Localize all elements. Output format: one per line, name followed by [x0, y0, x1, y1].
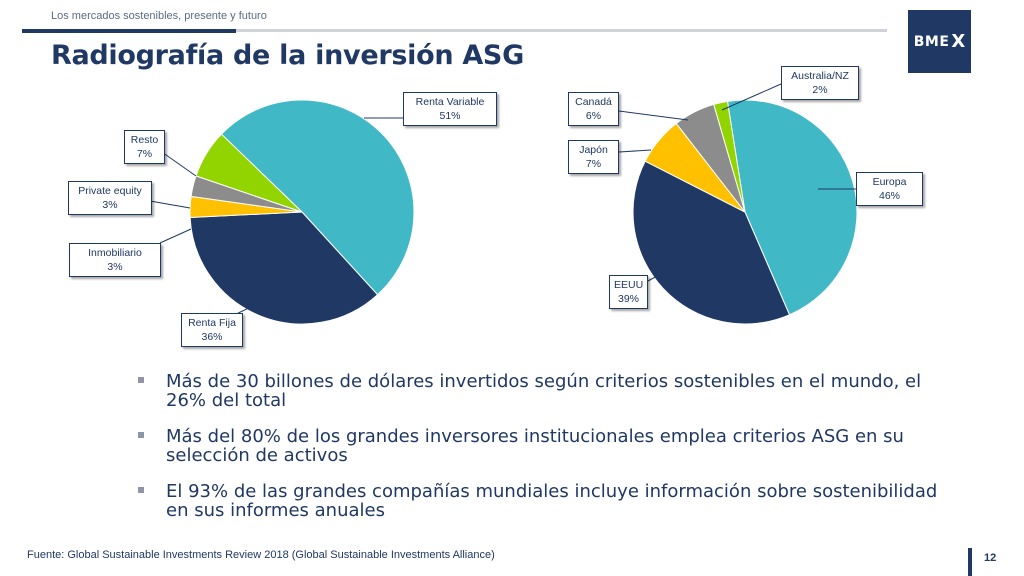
callout-value: 3% — [107, 261, 123, 273]
asset-class-slice-renta-variable — [220, 99, 415, 296]
logo-x-icon: X — [951, 31, 966, 52]
callout-value: 7% — [136, 148, 153, 160]
callout-label: Inmobiliario — [88, 247, 142, 259]
list-item: Más del 80% de los grandes inversores in… — [138, 427, 938, 465]
header-divider-accent — [22, 29, 236, 33]
callout-inmobiliario: Inmobiliario 3% — [69, 243, 161, 277]
callout-europa: Europa 46% — [856, 172, 923, 206]
callout-value: 51% — [439, 110, 461, 122]
region-slice-australia-nz — [713, 100, 746, 213]
callout-australia-nz: Australia/NZ 2% — [781, 66, 859, 100]
callout-label: Canadá — [575, 96, 612, 108]
square-bullet-icon — [138, 487, 144, 493]
leader-line-private-equity — [149, 200, 191, 209]
asset-class-slice-renta-fija — [189, 211, 379, 325]
region-slice-eeuu — [632, 160, 791, 325]
callout-label: Resto — [130, 134, 159, 146]
callout-label: Australia/NZ — [791, 70, 849, 82]
logo-text: BME — [913, 33, 950, 50]
source-footnote: Fuente: Global Sustainable Investments R… — [27, 549, 495, 561]
callout-label: Japón — [579, 144, 608, 156]
page-number: 12 — [984, 552, 997, 564]
page-title: Radiografía de la inversión ASG — [51, 40, 524, 71]
callout-leader-lines — [149, 83, 856, 320]
callout-canada: Canadá 6% — [568, 92, 619, 126]
callout-label: Renta Fija — [188, 317, 236, 329]
callout-value: 2% — [812, 84, 828, 96]
callout-renta-fija: Renta Fija 36% — [181, 313, 243, 347]
leader-line-japon — [618, 149, 652, 153]
callout-private-equity: Private equity 3% — [68, 181, 152, 215]
bullet-text: El 93% de las grandes compañías mundiale… — [166, 481, 938, 521]
callout-renta-variable: Renta Variable 51% — [403, 92, 497, 126]
square-bullet-icon — [138, 377, 144, 383]
leader-line-resto — [158, 149, 197, 177]
callout-value: 3% — [102, 199, 118, 211]
bullet-text: Más de 30 billones de dólares invertidos… — [166, 371, 922, 411]
callout-value: 39% — [617, 293, 639, 305]
callout-value: 36% — [201, 331, 223, 343]
square-bullet-icon — [138, 432, 144, 438]
list-item: Más de 30 billones de dólares invertidos… — [138, 372, 938, 410]
callout-resto: Resto 7% — [124, 130, 165, 164]
list-item: El 93% de las grandes compañías mundiale… — [138, 482, 938, 520]
callout-value: 7% — [585, 158, 602, 170]
bullet-text: Más del 80% de los grandes inversores in… — [166, 426, 904, 466]
callout-label: EEUU — [614, 279, 644, 291]
header-divider — [22, 29, 887, 32]
leader-line-australia — [721, 83, 782, 111]
pie-chart-asset-class — [189, 99, 415, 325]
callout-eeuu: EEUU 39% — [609, 275, 648, 309]
leader-line-canada — [618, 110, 689, 121]
key-facts-list: Más de 30 billones de dólares invertidos… — [138, 372, 938, 537]
region-slice-europa — [726, 99, 858, 316]
leader-line-eeuu — [647, 269, 669, 282]
page-number-bar — [968, 548, 972, 576]
callout-label: Private equity — [78, 185, 142, 197]
callout-value: 6% — [585, 110, 602, 122]
callout-japon: Japón 7% — [568, 140, 619, 174]
bme-logo: BME X — [908, 10, 971, 73]
slide-supertitle: Los mercados sostenibles, presente y fut… — [51, 10, 267, 22]
pie-chart-region — [632, 99, 858, 325]
leader-line-inmobiliario — [159, 228, 192, 244]
callout-label: Renta Variable — [415, 96, 485, 108]
callout-label: Europa — [872, 176, 907, 188]
callout-value: 46% — [878, 190, 900, 202]
